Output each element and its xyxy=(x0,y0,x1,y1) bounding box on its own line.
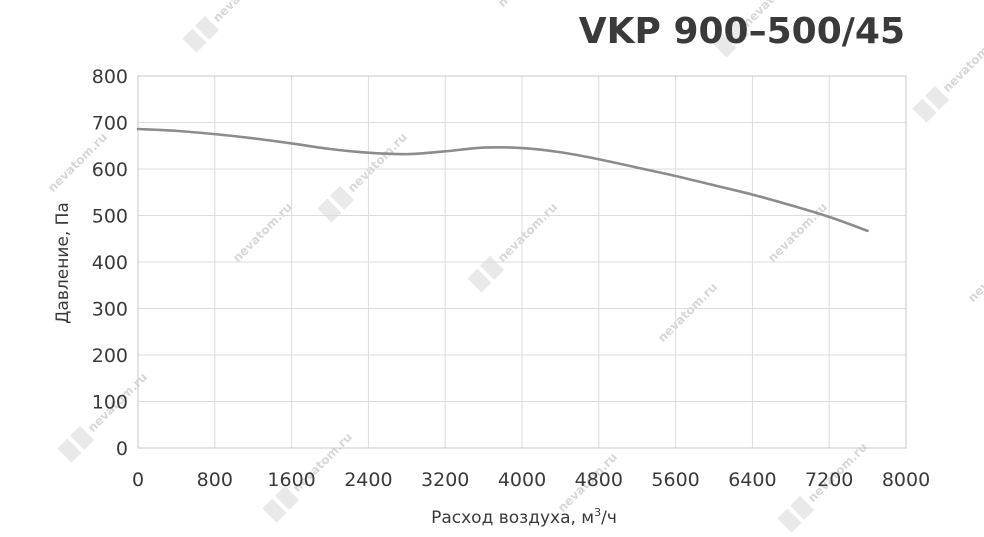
watermark-logo-block xyxy=(725,20,750,45)
watermark-logo-block xyxy=(182,28,207,53)
x-tick-label: 800 xyxy=(197,469,233,491)
watermark-text: nevatom.ru xyxy=(655,280,720,345)
y-tick-label: 700 xyxy=(92,113,128,135)
x-tick-labels: 0 800 1600 2400 3200 4000 4800 5600 6400 7200 8000 xyxy=(132,469,930,491)
watermark-logo-block xyxy=(317,198,342,223)
y-tick-label: 200 xyxy=(92,345,128,367)
y-tick-label: 500 xyxy=(92,206,128,228)
watermark-layer: nevatom.ru nevatom.ru nevatom.ru nevatom.ru… xyxy=(45,0,984,533)
x-tick-label: 1600 xyxy=(267,469,315,491)
watermark-text: nevatom.ru xyxy=(345,130,410,195)
watermark-text: nevatom.ru xyxy=(210,0,275,25)
y-tick-label: 400 xyxy=(92,252,128,274)
watermark-logo-block xyxy=(57,438,82,463)
y-tick-labels: 0 100 200 300 400 500 600 700 800 xyxy=(92,66,128,460)
x-tick-label: 4800 xyxy=(575,469,623,491)
watermark: nevatom.ru xyxy=(495,0,560,10)
watermark-logo-block xyxy=(790,495,815,520)
series-layer xyxy=(136,127,869,233)
x-axis-title-superscript: 3 xyxy=(594,506,601,519)
y-tick-label: 600 xyxy=(92,159,128,181)
watermark-logo-block xyxy=(912,98,937,123)
watermark: nevatom.ru xyxy=(317,130,410,223)
watermark-logo-block xyxy=(777,508,802,533)
x-tick-label: 5600 xyxy=(651,469,699,491)
watermark-text: nevatom.ru xyxy=(495,200,560,265)
watermark: nevatom.ru xyxy=(230,200,295,265)
watermark-logo-block xyxy=(195,15,220,40)
watermark-logo-block xyxy=(712,33,737,58)
watermark: nevatom.ru xyxy=(965,240,984,305)
watermark-text: nevatom.ru xyxy=(965,240,984,305)
y-tick-label: 800 xyxy=(92,66,128,88)
y-axis-title: Давление, Па xyxy=(53,202,73,324)
x-tick-label: 2400 xyxy=(344,469,392,491)
watermark: nevatom.ru xyxy=(765,200,830,265)
x-tick-label: 0 xyxy=(132,469,144,491)
watermark: nevatom.ru xyxy=(655,280,720,345)
x-axis-title-suffix: /ч xyxy=(601,508,617,528)
watermark-logo-block xyxy=(70,425,95,450)
y-tick-label: 100 xyxy=(92,392,128,414)
watermark-text: nevatom.ru xyxy=(230,200,295,265)
watermark: nevatom.ru xyxy=(912,30,984,123)
watermark-logo-block xyxy=(330,185,355,210)
x-tick-label: 7200 xyxy=(805,469,853,491)
y-tick-label: 0 xyxy=(116,438,128,460)
watermark-text: nevatom.ru xyxy=(765,200,830,265)
pressure-curve xyxy=(136,127,869,233)
watermark-text: nevatom.ru xyxy=(940,30,984,95)
watermark-logo-block xyxy=(925,85,950,110)
chart-title: VKP 900–500/45 xyxy=(579,11,905,52)
watermark-logo-block xyxy=(467,268,492,293)
watermark-logo-block xyxy=(262,498,287,523)
watermark: nevatom.ru xyxy=(467,200,560,293)
watermark-logo-block xyxy=(275,485,300,510)
x-tick-label: 4000 xyxy=(498,469,546,491)
x-tick-label: 8000 xyxy=(882,469,930,491)
watermark-text: nevatom.ru xyxy=(495,0,560,10)
grid-layer xyxy=(137,75,907,449)
x-tick-label: 6400 xyxy=(728,469,776,491)
plot-frame xyxy=(137,75,907,449)
x-axis-title-main: Расход воздуха, м xyxy=(431,508,594,528)
x-tick-label: 3200 xyxy=(421,469,469,491)
watermark: nevatom.ru xyxy=(182,0,275,53)
y-tick-label: 300 xyxy=(92,299,128,321)
x-axis-title: Расход воздуха, м3/ч xyxy=(431,506,617,528)
